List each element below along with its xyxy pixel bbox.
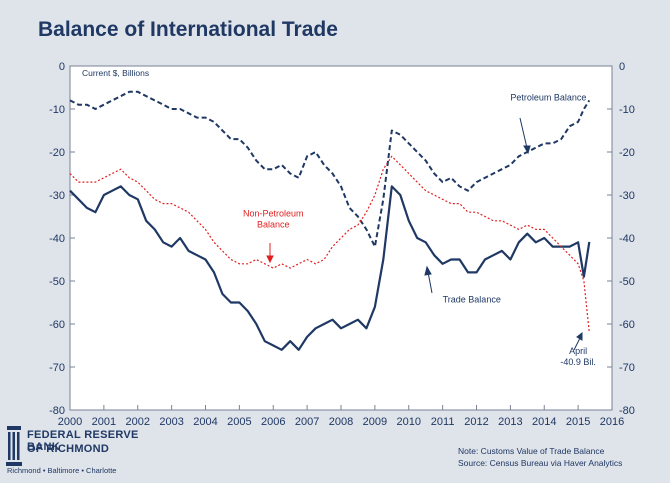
y-tick-left-label: -30 [49, 190, 65, 202]
y-tick-left-label: -70 [49, 362, 65, 374]
y-axis-right: 0 -10 -20 -30 -40 -50 -60 -70 -80 [607, 61, 635, 417]
annotation-label: Petroleum Balance [510, 92, 586, 102]
logo-line-1: FEDERAL RESERVE BANK [27, 429, 139, 453]
x-tick-label: 2002 [126, 416, 150, 428]
slide-title: Balance of International Trade [38, 18, 338, 41]
y-tick-left-label: -20 [49, 147, 65, 159]
y-axis-left: 0 -10 -20 -30 -40 -50 -60 -70 -80 [49, 61, 75, 417]
x-tick-label: 2014 [532, 416, 556, 428]
x-tick-label: 2007 [295, 416, 319, 428]
trade-balance-arrow [427, 271, 433, 294]
y-tick-right-label: -40 [619, 233, 635, 245]
y-tick-right-label: -70 [619, 362, 635, 374]
y-tick-left-label: -80 [49, 405, 65, 417]
x-tick-label: 2015 [566, 416, 590, 428]
petroleum-arrowhead [523, 145, 531, 155]
y-tick-right-label: -30 [619, 190, 635, 202]
y-axis-label: Current $, Billions [82, 68, 149, 78]
series-non-petroleum-balance-line [69, 155, 590, 333]
series-petroleum-balance-line [69, 90, 591, 248]
series-layer [69, 90, 591, 351]
notes: Note: Customs Value of Trade Balance Sou… [458, 445, 622, 469]
x-tick-label: 2008 [329, 416, 353, 428]
y-tick-left-label: -50 [49, 276, 65, 288]
x-tick-label: 2010 [397, 416, 421, 428]
frb-logo-icon [6, 426, 22, 466]
x-tick-label: 2004 [193, 416, 217, 428]
annotation-label: Trade Balance [443, 295, 501, 305]
frb-logo: FEDERAL RESERVE BANK OF RICHMOND Richmon… [5, 418, 165, 478]
y-tick-left-label: -60 [49, 319, 65, 331]
y-tick-left-label: -40 [49, 233, 65, 245]
non-petroleum-arrow [266, 243, 274, 264]
y-tick-left-label: -10 [49, 104, 65, 116]
petroleum-arrow [519, 117, 528, 149]
y-tick-right-label: -80 [619, 405, 635, 417]
x-tick-label: 2005 [227, 416, 251, 428]
annotation-label: -40.9 Bil. [560, 357, 596, 367]
annotation-label: Balance [257, 219, 290, 229]
x-tick-label: 2000 [58, 416, 82, 428]
series-trade-balance-line [69, 185, 591, 351]
x-tick-label: 2003 [159, 416, 183, 428]
y-tick-right-label: -50 [619, 276, 635, 288]
x-tick-label: 2012 [464, 416, 488, 428]
april-arrow [573, 337, 581, 351]
x-axis: 2000 2001 2002 2003 2004 2005 2006 2007 2008 2009… [58, 405, 624, 428]
logo-line-2: OF RICHMOND [27, 443, 110, 455]
y-tick-right-label: 0 [619, 61, 625, 73]
note-text: Note: Customs Value of Trade Balance [458, 446, 605, 456]
annotation-label: April [569, 346, 587, 356]
x-tick-label: 2009 [363, 416, 387, 428]
x-tick-label: 2016 [600, 416, 624, 428]
y-tick-right-label: -10 [619, 104, 635, 116]
x-tick-label: 2001 [92, 416, 116, 428]
annotation-arrows [424, 117, 583, 351]
y-tick-right-label: -20 [619, 147, 635, 159]
source-text: Source: Census Bureau via Haver Analytic… [458, 458, 623, 468]
x-tick-label: 2011 [431, 416, 455, 428]
trade-balance-arrowhead [424, 265, 432, 276]
y-tick-left-label: 0 [59, 61, 65, 73]
april-arrowhead [576, 331, 583, 341]
logo-cities: Richmond • Baltimore • Charlotte [7, 466, 117, 475]
y-tick-right-label: -60 [619, 319, 635, 331]
x-tick-label: 2006 [261, 416, 285, 428]
annotation-label: Non-Petroleum [243, 209, 304, 219]
x-tick-label: 2013 [498, 416, 522, 428]
